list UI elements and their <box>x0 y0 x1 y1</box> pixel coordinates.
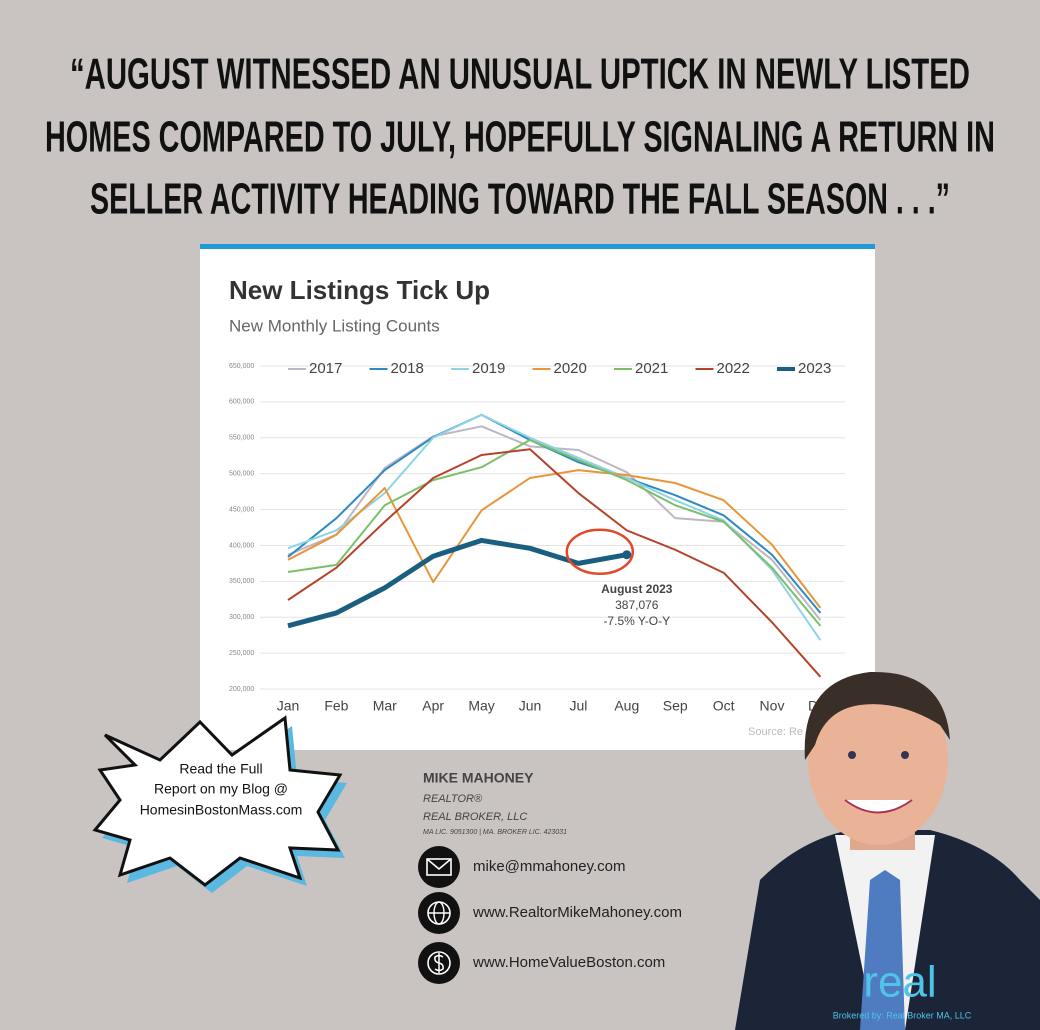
email[interactable]: mike@mmahoney.com <box>473 858 626 875</box>
hair <box>804 671 950 760</box>
face <box>808 675 948 845</box>
highlight-ring <box>565 528 635 575</box>
x-tick-label: Nov <box>760 698 785 714</box>
tie <box>860 870 905 1030</box>
x-tick-label: Apr <box>422 698 444 714</box>
quote-line: SELLER ACTIVITY HEADING TOWARD THE FALL … <box>90 175 950 224</box>
y-tick-label: 500,000 <box>229 471 254 478</box>
chart-title: New Listings Tick Up <box>229 275 490 305</box>
y-tick-label: 300,000 <box>229 614 254 621</box>
y-tick-label: 400,000 <box>229 542 254 549</box>
chart-top-bar <box>200 244 875 249</box>
quote-line: HOMES COMPARED TO JULY, HOPEFULLY SIGNAL… <box>45 113 995 162</box>
callout-text: HomesinBostonMass.com <box>140 802 303 818</box>
legend-label: 2021 <box>635 360 668 377</box>
x-tick-label: Jan <box>277 698 300 714</box>
callout: Read the Full Report on my Blog @ Homesi… <box>92 715 347 893</box>
x-tick-label: May <box>468 698 494 714</box>
eye <box>848 751 856 759</box>
legend-label: 2022 <box>717 360 750 377</box>
chart-panel <box>200 244 875 750</box>
y-tick-label: 350,000 <box>229 578 254 585</box>
callout-text: Read the Full <box>179 761 262 777</box>
chart-subtitle: New Monthly Listing Counts <box>229 316 440 335</box>
callout-burst <box>92 715 343 887</box>
agent-license: MA LIC. 9051300 | MA. BROKER LIC. 423031 <box>423 829 567 836</box>
legend-label: 2023 <box>798 360 831 377</box>
contact: MIKE MAHONEY REALTOR® REAL BROKER, LLC M… <box>418 770 682 984</box>
smile <box>844 799 913 814</box>
end-dot <box>622 550 632 560</box>
series-line <box>287 448 822 678</box>
y-tick-label: 600,000 <box>229 399 254 406</box>
agent-photo: real Brokered by: Real Broker MA, LLC <box>735 671 1040 1030</box>
y-tick-label: 650,000 <box>229 363 254 370</box>
legend-label: 2017 <box>309 360 342 377</box>
source: Source: Re <box>748 726 803 738</box>
y-tick-label: 250,000 <box>229 650 254 657</box>
legend-label: 2020 <box>554 360 587 377</box>
callout-text: Report on my Blog @ <box>154 781 288 797</box>
x-tick-label: Mar <box>373 698 397 714</box>
annotation-value: 387,076 <box>615 598 659 612</box>
x-tick-label: Oct <box>713 698 735 714</box>
quote-line: “AUGUST WITNESSED AN UNUSUAL UPTICK IN N… <box>70 50 970 99</box>
annotation-title: August 2023 <box>601 582 673 596</box>
y-tick-label: 550,000 <box>229 435 254 442</box>
value-glyph <box>427 951 451 975</box>
y-tick-label: 450,000 <box>229 506 254 513</box>
x-tick-label: Jul <box>569 698 587 714</box>
legend-label: 2019 <box>472 360 505 377</box>
x-tick-label: Aug <box>614 698 639 714</box>
website[interactable]: www.RealtorMikeMahoney.com <box>472 904 682 921</box>
valuation-site[interactable]: www.HomeValueBoston.com <box>472 954 665 971</box>
x-tick-label: Feb <box>324 698 348 714</box>
x-tick-label: Jun <box>519 698 542 714</box>
agent-name: MIKE MAHONEY <box>423 770 534 786</box>
series-line <box>287 469 822 609</box>
eye <box>901 751 909 759</box>
value-glyph <box>434 953 444 973</box>
agent-role: REALTOR® <box>423 793 483 805</box>
email-glyph <box>426 858 452 876</box>
brand-logo: real <box>863 958 936 1007</box>
brand-note: Brokered by: Real Broker MA, LLC <box>833 1010 972 1020</box>
email-glyph <box>426 858 452 871</box>
agent-company: REAL BROKER, LLC <box>423 811 527 823</box>
quote: “AUGUST WITNESSED AN UNUSUAL UPTICK IN N… <box>45 50 995 224</box>
email-icon <box>418 846 460 888</box>
x-tick-label: Sep <box>663 698 688 714</box>
annotation-change: -7.5% Y-O-Y <box>603 614 670 628</box>
y-tick-label: 200,000 <box>229 686 254 693</box>
series-line <box>287 438 822 627</box>
legend-label: 2018 <box>391 360 424 377</box>
